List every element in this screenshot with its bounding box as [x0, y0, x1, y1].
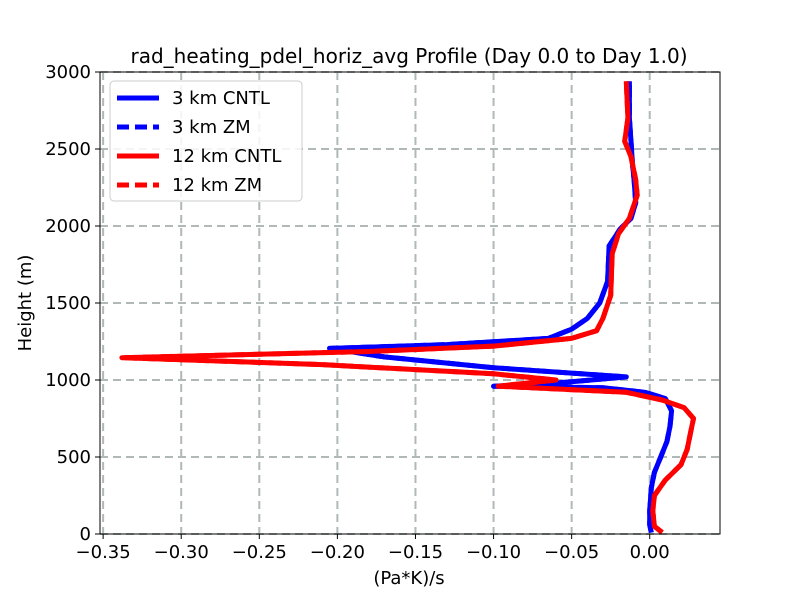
legend-label: 12 km ZM	[172, 175, 262, 196]
x-tick-label: −0.25	[232, 542, 287, 563]
x-tick-label: −0.35	[76, 542, 131, 563]
x-tick-label: −0.10	[466, 542, 521, 563]
y-tick-label: 1000	[45, 370, 91, 391]
y-tick-label: 1500	[45, 293, 91, 314]
tick-layer: −0.35 −0.30 −0.25 −0.20 −0.15 −0.10 −0.05 0.00 0…	[45, 62, 670, 563]
series-line-4	[119, 81, 696, 535]
grid-layer	[100, 71, 720, 535]
x-tick-label: 0.00	[630, 542, 670, 563]
y-tick-label: 0	[80, 524, 91, 545]
legend: 3 km CNTL 3 km ZM 12 km CNTL 12 km ZM	[109, 80, 303, 202]
y-tick-label: 500	[57, 447, 91, 468]
legend-label: 12 km CNTL	[172, 146, 281, 167]
legend-label: 3 km ZM	[172, 117, 251, 138]
x-axis-label: (Pa*K)/s	[373, 568, 444, 589]
x-tick-label: −0.15	[388, 542, 443, 563]
series-layer	[119, 81, 696, 535]
legend-box	[109, 80, 303, 202]
x-tick-label: −0.30	[154, 542, 209, 563]
y-tick-label: 2000	[45, 216, 91, 237]
y-tick-label: 3000	[45, 62, 91, 83]
chart-title: rad_heating_pdel_horiz_avg Profile (Day …	[130, 44, 687, 68]
y-tick-label: 2500	[45, 139, 91, 160]
x-tick-label: −0.20	[310, 542, 365, 563]
y-axis-label: Height (m)	[15, 255, 36, 352]
series-line-2	[327, 81, 675, 534]
legend-label: 3 km CNTL	[172, 88, 270, 109]
x-tick-label: −0.05	[544, 542, 599, 563]
